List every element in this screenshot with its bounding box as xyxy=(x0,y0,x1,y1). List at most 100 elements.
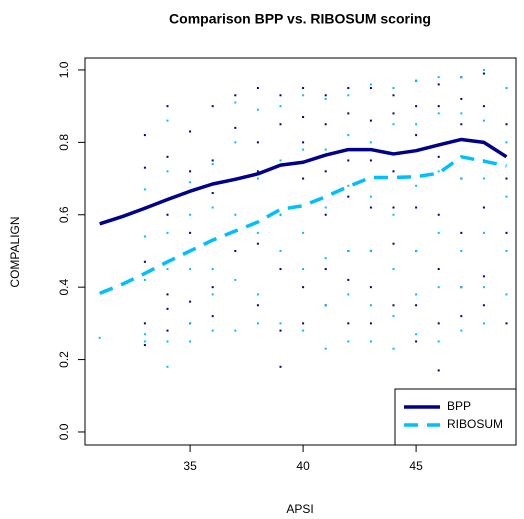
point xyxy=(437,112,440,115)
point xyxy=(166,119,169,122)
point xyxy=(437,322,440,325)
point xyxy=(437,340,440,343)
point xyxy=(256,231,259,234)
point xyxy=(166,213,169,216)
point xyxy=(279,123,282,126)
point xyxy=(505,123,508,126)
point xyxy=(482,231,485,234)
point xyxy=(211,163,214,166)
point xyxy=(505,87,508,90)
point xyxy=(460,123,463,126)
point xyxy=(166,329,169,332)
point xyxy=(460,76,463,79)
point xyxy=(211,192,214,195)
legend-box xyxy=(394,388,517,446)
point xyxy=(505,195,508,198)
point xyxy=(256,170,259,173)
point xyxy=(256,293,259,296)
point xyxy=(347,87,350,90)
point xyxy=(347,195,350,198)
point xyxy=(415,206,418,209)
point xyxy=(234,94,237,97)
point xyxy=(392,347,395,350)
point xyxy=(143,322,146,325)
point xyxy=(505,141,508,144)
point xyxy=(324,347,327,350)
point xyxy=(369,195,372,198)
point xyxy=(279,105,282,108)
point xyxy=(302,322,305,325)
chart-title: Comparison BPP vs. RIBOSUM scoring xyxy=(169,11,431,27)
point xyxy=(369,340,372,343)
point xyxy=(256,141,259,144)
point xyxy=(324,257,327,260)
point xyxy=(347,112,350,115)
point xyxy=(369,119,372,122)
point xyxy=(369,206,372,209)
point xyxy=(302,231,305,234)
point xyxy=(347,184,350,187)
point xyxy=(324,123,327,126)
y-tick-label: 0.4 xyxy=(57,278,71,295)
point xyxy=(166,170,169,173)
point xyxy=(166,155,169,158)
point xyxy=(324,97,327,100)
point xyxy=(437,286,440,289)
point xyxy=(437,155,440,158)
point xyxy=(166,365,169,368)
point xyxy=(189,213,192,216)
point xyxy=(143,235,146,238)
point xyxy=(482,72,485,75)
point xyxy=(302,116,305,119)
point xyxy=(369,304,372,307)
point xyxy=(392,315,395,318)
point xyxy=(324,268,327,271)
point xyxy=(279,94,282,97)
point xyxy=(211,206,214,209)
x-tick-label: 35 xyxy=(183,459,197,473)
point xyxy=(505,322,508,325)
series-line xyxy=(99,137,508,226)
point xyxy=(279,322,282,325)
point xyxy=(437,213,440,216)
point xyxy=(392,170,395,173)
point xyxy=(166,340,169,343)
point xyxy=(482,322,485,325)
point xyxy=(392,112,395,115)
x-tick-label: 40 xyxy=(296,459,310,473)
legend-label: BPP xyxy=(447,399,471,413)
point xyxy=(392,206,395,209)
y-tick-label: 0.8 xyxy=(57,134,71,151)
point xyxy=(437,105,440,108)
point xyxy=(392,304,395,307)
y-tick-label: 0.6 xyxy=(57,206,71,223)
point xyxy=(143,188,146,191)
point xyxy=(347,159,350,162)
point xyxy=(279,159,282,162)
point xyxy=(189,268,192,271)
point xyxy=(392,94,395,97)
point xyxy=(347,249,350,252)
point xyxy=(143,278,146,281)
point xyxy=(189,300,192,303)
point xyxy=(437,76,440,79)
y-axis-label: COMPALIGN xyxy=(8,216,22,287)
point xyxy=(302,177,305,180)
point xyxy=(211,329,214,332)
point xyxy=(302,148,305,151)
point xyxy=(302,268,305,271)
point xyxy=(189,322,192,325)
point xyxy=(189,130,192,133)
point xyxy=(234,141,237,144)
point xyxy=(369,87,372,90)
point xyxy=(415,333,418,336)
point xyxy=(482,286,485,289)
point xyxy=(347,322,350,325)
point xyxy=(482,275,485,278)
point xyxy=(302,329,305,332)
point xyxy=(279,329,282,332)
point xyxy=(143,166,146,169)
point xyxy=(234,278,237,281)
point xyxy=(256,304,259,307)
